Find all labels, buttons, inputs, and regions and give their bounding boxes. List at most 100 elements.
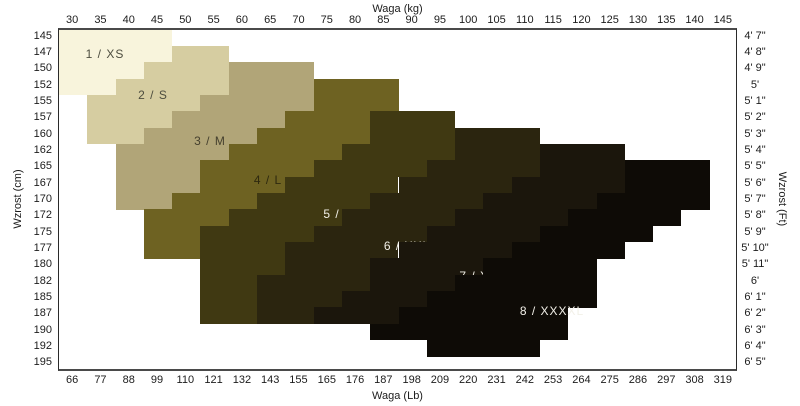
size-region-m: [115, 160, 201, 177]
size-region-xxl: [257, 307, 314, 324]
size-region-xxl: [341, 209, 456, 226]
size-region-xxxxl: [568, 209, 682, 226]
left-tick-175: 175: [33, 225, 52, 238]
top-tick-90: 90: [405, 14, 418, 26]
size-region-xs: [59, 45, 173, 63]
size-region-xl: [228, 209, 342, 226]
size-region-xxl: [455, 143, 540, 161]
size-region-l: [257, 127, 371, 145]
left-tick-195: 195: [33, 356, 52, 369]
left-tick-162: 162: [33, 144, 52, 156]
bottom-tick-198: 198: [402, 374, 421, 386]
left-tick-180: 180: [33, 258, 52, 271]
size-region-xxxl: [483, 192, 597, 210]
size-region-xl: [257, 192, 371, 210]
bottom-tick-275: 275: [600, 374, 619, 386]
top-tick-50: 50: [179, 14, 192, 26]
size-region-xxl: [398, 176, 512, 194]
size-label-l: 4 / L: [253, 173, 283, 187]
top-tick-135: 135: [657, 14, 676, 26]
size-region-l: [172, 192, 258, 210]
size-region-xxl: [426, 160, 540, 177]
right-tick-1: 4' 8": [744, 46, 766, 58]
size-region-l: [143, 225, 201, 243]
top-tick-120: 120: [572, 14, 591, 26]
size-region-xxxxl: [624, 160, 710, 177]
size-region-s: [87, 127, 144, 145]
size-region-xxxxl: [539, 225, 654, 243]
bottom-tick-88: 88: [122, 374, 135, 386]
size-region-l: [143, 209, 229, 226]
top-tick-35: 35: [94, 14, 107, 26]
size-region-xxxxl: [483, 258, 597, 275]
size-region-xxxxl: [426, 339, 540, 357]
bottom-tick-110: 110: [176, 374, 195, 386]
bottom-tick-143: 143: [261, 374, 280, 386]
left-tick-170: 170: [33, 193, 52, 205]
right-axis-title: Wzrost (Ft): [776, 171, 788, 227]
size-region-xl: [370, 111, 456, 128]
right-tick-9: 5' 6": [744, 176, 766, 189]
bottom-tick-132: 132: [232, 374, 252, 386]
left-axis-title: Wzrost (cm): [12, 169, 24, 229]
size-region-m: [143, 127, 258, 145]
left-tick-145: 145: [33, 29, 52, 42]
size-region-m: [228, 62, 314, 79]
size-region-l: [313, 94, 399, 112]
size-region-xxxxl: [426, 290, 597, 308]
size-region-l: [200, 160, 314, 177]
top-tick-70: 70: [292, 14, 305, 26]
size-region-s: [87, 111, 173, 128]
right-tick-3: 5': [750, 78, 760, 91]
right-tick-17: 6' 2": [744, 307, 766, 320]
bottom-tick-220: 220: [459, 374, 478, 386]
size-region-s: [115, 78, 229, 96]
top-axis-title: Waga (kg): [372, 3, 423, 15]
size-label-m: 3 / M: [194, 134, 226, 148]
size-region-xxxl: [341, 290, 427, 308]
size-region-xxxl: [539, 160, 625, 177]
size-region-xxl: [370, 192, 484, 210]
bottom-tick-253: 253: [543, 374, 563, 386]
size-region-s: [87, 94, 201, 112]
right-tick-6: 5' 3": [744, 127, 766, 140]
size-region-l: [228, 143, 342, 161]
size-region-xxxl: [370, 274, 456, 292]
top-tick-130: 130: [628, 14, 648, 26]
size-region-xs: [59, 78, 116, 96]
right-tick-19: 6' 4": [744, 340, 766, 352]
size-region-xxl: [257, 274, 371, 292]
left-tick-152: 152: [33, 78, 52, 91]
right-tick-2: 4' 9": [744, 62, 766, 75]
bottom-tick-242: 242: [515, 374, 534, 386]
size-region-xxxl: [511, 176, 625, 194]
bottom-tick-121: 121: [204, 374, 223, 386]
top-tick-75: 75: [320, 14, 333, 26]
right-tick-8: 5' 5": [744, 160, 766, 173]
bottom-tick-308: 308: [685, 374, 704, 386]
bottom-tick-66: 66: [66, 374, 79, 386]
bottom-axis-title: Waga (Lb): [372, 390, 423, 402]
size-region-xl: [341, 143, 456, 161]
bottom-tick-209: 209: [430, 374, 450, 386]
size-region-xxxxl: [455, 274, 597, 292]
size-region-l: [313, 78, 399, 96]
bottom-tick-297: 297: [657, 374, 676, 386]
size-region-xl: [200, 274, 258, 292]
bottom-tick-319: 319: [713, 374, 733, 386]
top-tick-45: 45: [150, 14, 164, 26]
right-tick-18: 6' 3": [744, 323, 766, 336]
size-region-m: [228, 78, 314, 96]
size-region-xxxxl: [398, 307, 569, 324]
size-region-l: [285, 111, 371, 128]
size-region-xxxxl: [596, 192, 710, 210]
top-tick-110: 110: [516, 14, 534, 26]
bottom-tick-187: 187: [374, 374, 393, 386]
bottom-tick-176: 176: [345, 374, 365, 386]
top-tick-95: 95: [433, 14, 447, 26]
top-tick-125: 125: [600, 14, 619, 26]
size-region-l: [143, 241, 201, 259]
left-tick-150: 150: [33, 62, 52, 75]
top-tick-85: 85: [377, 14, 390, 26]
top-tick-105: 105: [487, 14, 506, 26]
